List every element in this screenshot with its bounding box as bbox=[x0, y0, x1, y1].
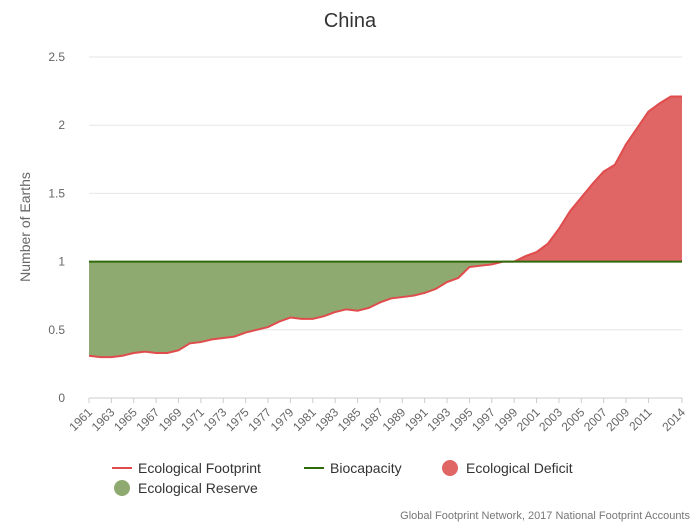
x-tick-label: 2011 bbox=[626, 405, 654, 433]
ecological-deficit-area bbox=[89, 96, 682, 262]
legend-item: Ecological Deficit bbox=[442, 460, 573, 476]
y-tick-label: 1.5 bbox=[48, 186, 65, 200]
x-tick-label: 1973 bbox=[201, 405, 230, 434]
y-tick-label: 2.5 bbox=[48, 50, 65, 64]
x-tick-label: 1975 bbox=[223, 405, 252, 434]
y-axis-label: Number of Earths bbox=[17, 172, 33, 282]
y-tick-label: 2 bbox=[58, 118, 65, 132]
x-tick-label: 1983 bbox=[312, 405, 341, 434]
x-tick-label: 2001 bbox=[514, 405, 543, 434]
legend: Ecological Footprint Biocapacity Ecologica… bbox=[112, 460, 573, 496]
x-tick-label: 1987 bbox=[357, 405, 386, 434]
legend-label: Biocapacity bbox=[330, 460, 402, 476]
legend-item: Biocapacity bbox=[304, 460, 402, 476]
x-tick-label: 2007 bbox=[581, 405, 610, 434]
line-layer bbox=[88, 95, 682, 359]
x-tick-label: 2014 bbox=[659, 405, 688, 434]
source-credit: Global Footprint Network, 2017 National … bbox=[400, 510, 690, 522]
x-tick-label: 1971 bbox=[178, 405, 207, 434]
legend-item: Ecological Reserve bbox=[114, 480, 258, 496]
ecological-reserve-area bbox=[89, 261, 682, 358]
x-tick-label: 1967 bbox=[133, 405, 162, 434]
legend-label: Ecological Reserve bbox=[138, 480, 258, 496]
legend-item: Ecological Footprint bbox=[112, 460, 261, 476]
y-tick-labels: 0 0.5 1 1.5 2 2.5 bbox=[48, 50, 65, 405]
x-tick-label: 1989 bbox=[380, 405, 409, 434]
legend-dot-swatch bbox=[114, 480, 130, 496]
x-tick-label: 1985 bbox=[335, 405, 364, 434]
x-tick-label: 1993 bbox=[424, 405, 453, 434]
x-tick-label: 1963 bbox=[89, 405, 118, 434]
x-tick-label: 1969 bbox=[156, 405, 185, 434]
ecological-footprint-line bbox=[88, 95, 682, 359]
x-tick-labels: 1961196319651967196919711973197519771979… bbox=[66, 398, 688, 434]
x-tick-label: 1991 bbox=[402, 405, 431, 434]
y-tick-label: 1 bbox=[58, 255, 65, 269]
x-tick-label: 1997 bbox=[469, 405, 498, 434]
x-tick-label: 1981 bbox=[290, 405, 319, 434]
chart-title: China bbox=[324, 10, 377, 32]
x-tick-label: 1999 bbox=[492, 405, 521, 434]
legend-label: Ecological Footprint bbox=[138, 460, 261, 476]
legend-label: Ecological Deficit bbox=[466, 460, 573, 476]
area-layer bbox=[89, 96, 682, 358]
legend-dot-swatch bbox=[442, 460, 458, 476]
y-tick-label: 0.5 bbox=[48, 323, 65, 337]
x-tick-label: 1995 bbox=[447, 405, 476, 434]
x-tick-label: 2005 bbox=[559, 405, 588, 434]
x-tick-label: 2003 bbox=[536, 405, 565, 434]
x-tick-label: 1961 bbox=[66, 405, 95, 434]
x-tick-label: 2009 bbox=[603, 405, 632, 434]
x-tick-label: 1965 bbox=[111, 405, 140, 434]
x-tick-label: 1977 bbox=[245, 405, 274, 434]
y-tick-label: 0 bbox=[58, 391, 65, 405]
x-tick-label: 1979 bbox=[268, 405, 297, 434]
